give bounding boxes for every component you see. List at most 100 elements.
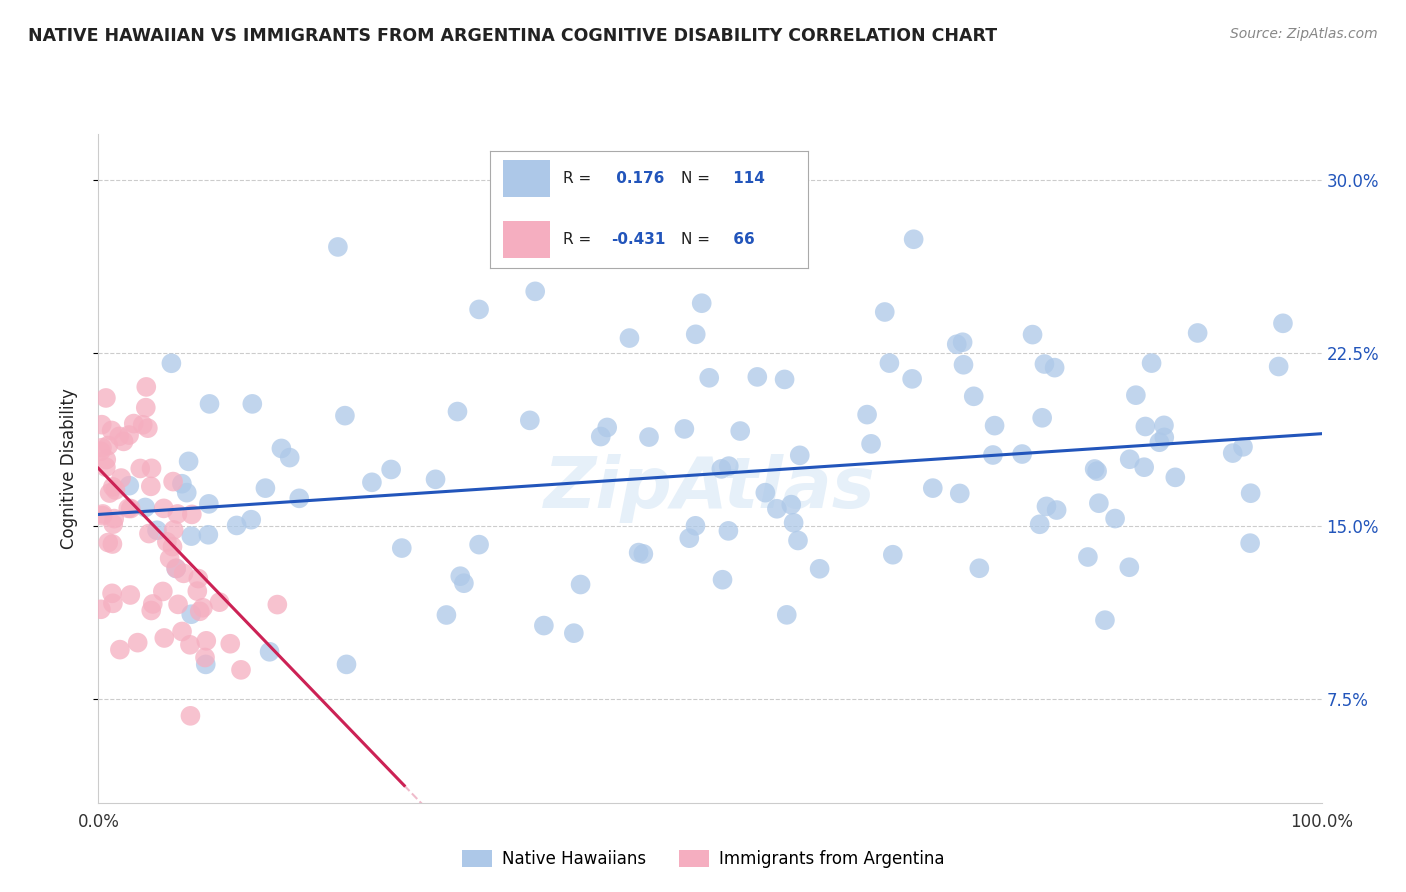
Point [773, 372, 796, 386]
Point [270, 442, 292, 456]
Point [1021, 327, 1043, 342]
Point [1125, 388, 1147, 402]
Point [903, 232, 925, 246]
Point [94, 460, 117, 475]
Point [949, 486, 972, 500]
Point [969, 561, 991, 575]
Point [90, 444, 112, 458]
Point [697, 371, 720, 385]
Point [146, 523, 169, 537]
Point [195, 633, 218, 648]
Point [766, 501, 789, 516]
Point [326, 240, 349, 254]
Point [165, 561, 187, 575]
Point [562, 626, 585, 640]
Point [333, 409, 356, 423]
Point [619, 331, 641, 345]
Point [100, 424, 122, 438]
Point [166, 507, 188, 521]
Point [118, 478, 141, 492]
Point [627, 545, 650, 559]
Point [449, 569, 471, 583]
Point [901, 372, 924, 386]
Point [225, 518, 247, 533]
Point [952, 335, 974, 350]
Point [97, 438, 120, 452]
Point [160, 356, 183, 370]
Point [142, 597, 165, 611]
Point [782, 516, 804, 530]
Point [335, 657, 357, 672]
Point [110, 471, 132, 485]
Text: Source: ZipAtlas.com: Source: ZipAtlas.com [1230, 27, 1378, 41]
Point [120, 588, 142, 602]
Point [789, 448, 811, 462]
Legend: Native Hawaiians, Immigrants from Argentina: Native Hawaiians, Immigrants from Argent… [456, 843, 950, 875]
Point [194, 657, 217, 672]
Point [153, 631, 176, 645]
Point [159, 551, 181, 566]
Point [1164, 470, 1187, 484]
Point [179, 708, 201, 723]
Point [134, 500, 156, 515]
Point [162, 475, 184, 489]
Point [177, 454, 200, 468]
Point [229, 663, 252, 677]
Point [117, 501, 139, 516]
Point [596, 420, 619, 434]
Point [254, 481, 277, 495]
Point [380, 462, 402, 476]
Point [633, 547, 655, 561]
Point [90, 602, 112, 616]
Point [170, 476, 193, 491]
Point [132, 417, 155, 432]
Point [1043, 360, 1066, 375]
Point [141, 461, 163, 475]
Point [139, 479, 162, 493]
Text: ZipAtlas: ZipAtlas [544, 454, 876, 523]
Point [198, 397, 221, 411]
Point [1035, 500, 1057, 514]
Point [141, 603, 163, 617]
Point [533, 618, 555, 632]
Point [1267, 359, 1289, 374]
Point [240, 513, 263, 527]
Point [524, 285, 547, 299]
Point [186, 584, 208, 599]
Point [678, 531, 700, 545]
Point [1088, 496, 1111, 510]
Point [104, 483, 127, 497]
Point [91, 507, 114, 521]
Point [288, 491, 311, 506]
Point [135, 401, 157, 415]
Point [101, 596, 124, 610]
Point [856, 408, 879, 422]
Point [1149, 435, 1171, 450]
Point [176, 485, 198, 500]
Point [129, 461, 152, 475]
Point [1240, 486, 1263, 500]
Point [94, 391, 117, 405]
Point [963, 389, 986, 403]
Point [194, 650, 217, 665]
Point [717, 459, 740, 474]
Point [136, 421, 159, 435]
Point [219, 637, 242, 651]
Point [188, 604, 211, 618]
Point [191, 600, 214, 615]
Point [1085, 464, 1108, 478]
Point [1094, 613, 1116, 627]
Point [468, 538, 491, 552]
Point [1135, 419, 1157, 434]
Point [1222, 446, 1244, 460]
Point [259, 645, 281, 659]
Point [710, 462, 733, 476]
Point [180, 529, 202, 543]
Point [1046, 503, 1069, 517]
Point [208, 595, 231, 609]
Point [453, 576, 475, 591]
Point [101, 537, 124, 551]
Point [108, 429, 131, 443]
Point [1239, 536, 1261, 550]
Point [101, 517, 124, 532]
